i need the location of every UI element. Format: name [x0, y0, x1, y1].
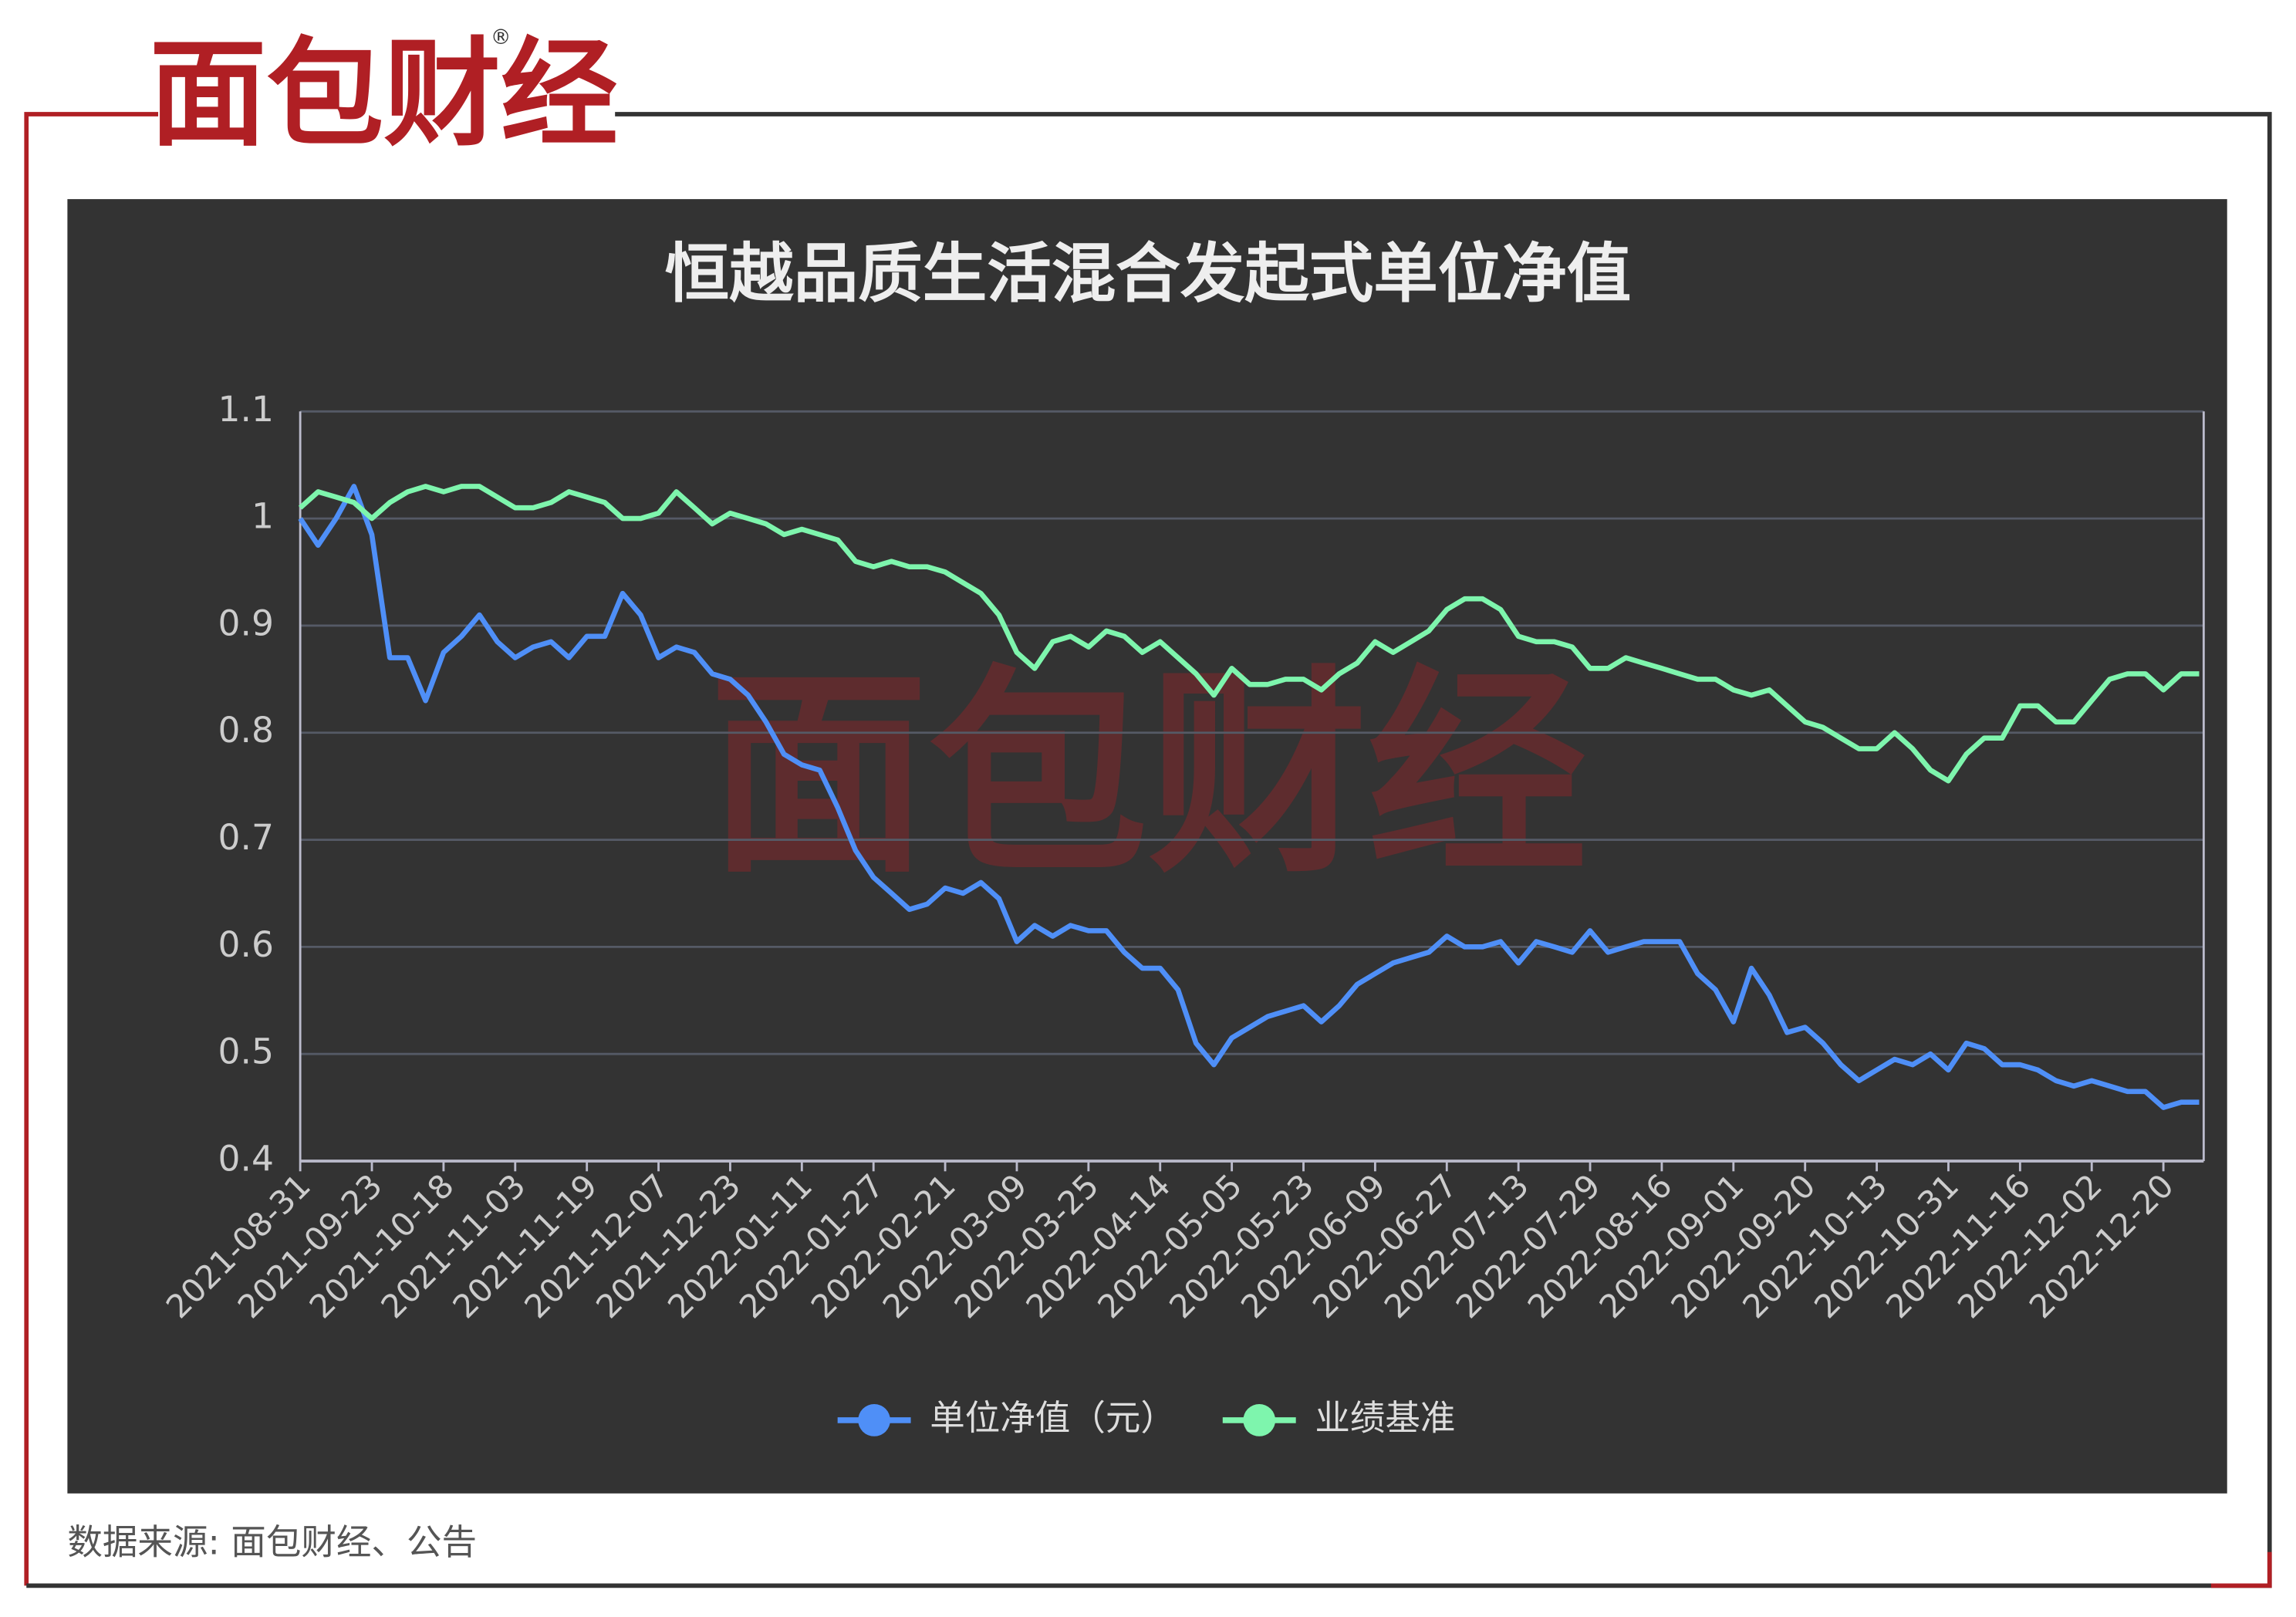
y-tick-label: 0.9: [218, 603, 274, 643]
y-tick-label: 0.8: [218, 710, 274, 751]
source-note: 数据来源: 面包财经、公告: [67, 1522, 477, 1563]
series-line: [298, 484, 2200, 784]
frame-right: [26, 112, 2272, 1588]
legend-label: 业绩基准: [1315, 1397, 1455, 1438]
legend-marker: [1243, 1404, 1276, 1436]
legend-marker: [858, 1404, 890, 1436]
y-tick-label: 0.4: [218, 1139, 274, 1180]
chart-background: [67, 199, 2227, 1494]
y-tick-label: 0.7: [218, 817, 274, 858]
y-tick-label: 1: [252, 496, 274, 537]
plot: 0.40.50.60.70.80.911.12021-08-312021-09-…: [159, 389, 2205, 1438]
series-line: [298, 484, 2200, 1110]
y-tick-label: 0.5: [218, 1031, 274, 1072]
chart-title: 恒越品质生活混合发起式单位净值: [665, 236, 1631, 312]
legend-label: 单位净值（元）: [930, 1397, 1176, 1438]
frame-left: [24, 112, 159, 1586]
logo: 面包财经: [150, 25, 618, 162]
frame-corner: [2210, 1551, 2272, 1588]
watermark: 面包财经: [709, 648, 1588, 903]
y-tick-label: 1.1: [218, 389, 274, 430]
y-tick-label: 0.6: [218, 924, 274, 965]
logo-registered: ®: [491, 25, 512, 49]
